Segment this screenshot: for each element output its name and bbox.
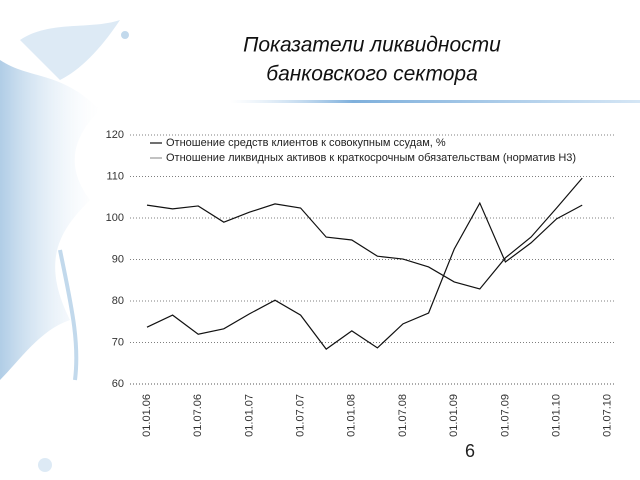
x-tick-label: 01.01.10 — [551, 394, 563, 437]
x-tick-label: 01.07.10 — [602, 394, 614, 437]
y-tick-label: 60 — [112, 378, 124, 390]
chart-title: Показатели ликвидности — [243, 34, 501, 57]
y-tick-label: 70 — [112, 336, 124, 348]
legend-label: Отношение ликвидных активов к краткосроч… — [166, 152, 576, 164]
water-splash — [0, 20, 129, 472]
x-tick-label: 01.01.08 — [346, 394, 358, 437]
y-tick-label: 100 — [106, 212, 124, 224]
x-tick-label: 01.01.06 — [141, 394, 153, 437]
title-rule — [230, 100, 640, 103]
x-tick-label: 01.07.07 — [295, 394, 307, 437]
legend-label: Отношение средств клиентов к совокупным … — [166, 137, 446, 149]
y-tick-label: 80 — [112, 295, 124, 307]
x-tick-label: 01.07.08 — [397, 394, 409, 437]
data-line — [146, 177, 583, 290]
x-tick-label: 01.01.07 — [243, 394, 255, 437]
x-tick-label: 01.07.06 — [192, 394, 204, 437]
x-tick-label: 01.07.09 — [499, 394, 511, 437]
y-tick-label: 120 — [106, 129, 124, 141]
x-tick-label: 01.01.09 — [448, 394, 460, 437]
y-tick-label: 110 — [106, 170, 124, 182]
page-number: 6 — [465, 441, 475, 461]
chart-title: банковского сектора — [266, 63, 478, 86]
y-tick-label: 90 — [112, 253, 124, 265]
data-line — [146, 201, 583, 350]
plot: 60 70 80 90 100 110 120 01.01.06 01.07.06 01.01.0… — [106, 129, 615, 437]
